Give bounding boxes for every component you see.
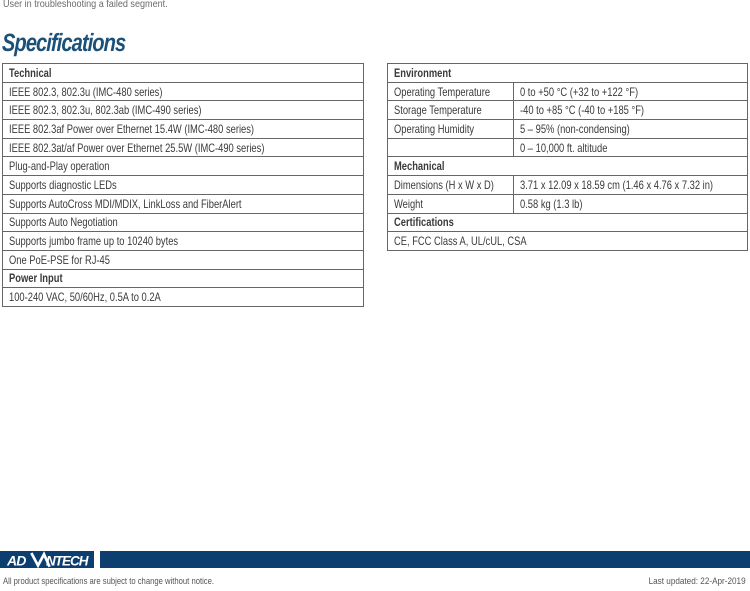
svg-text:AD: AD	[6, 553, 26, 569]
svg-text:NTECH: NTECH	[46, 554, 89, 569]
